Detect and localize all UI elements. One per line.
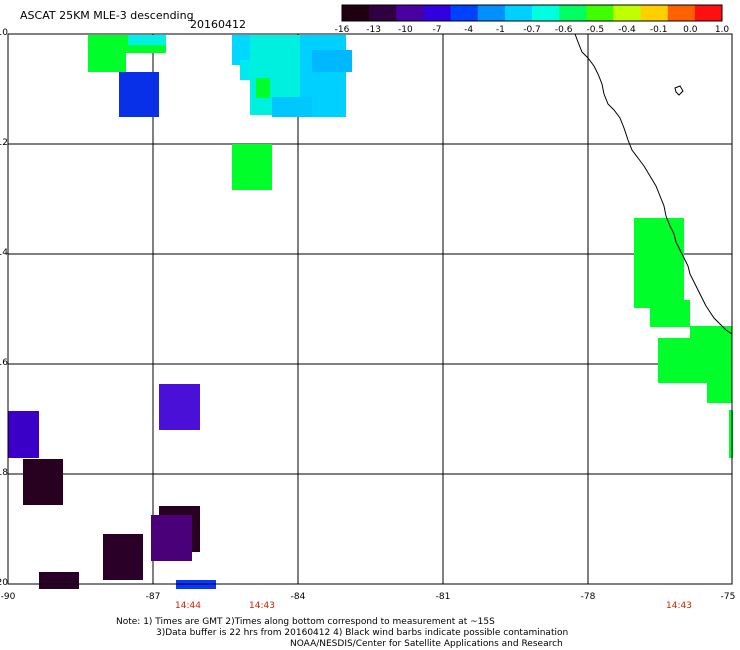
- colorbar-swatch: [450, 5, 479, 21]
- lon-label: -81: [435, 592, 451, 602]
- swath-patch: [232, 144, 272, 190]
- colorbar-label: 0.0: [683, 25, 698, 35]
- lat-label: -20: [0, 578, 8, 588]
- swath-patch: [272, 97, 312, 117]
- note-line-1: Note: 1) Times are GMT 2)Times along bot…: [116, 617, 495, 627]
- swath-patch: [8, 411, 39, 458]
- lat-label: -10: [0, 28, 8, 38]
- pass-time: 14:43: [666, 601, 692, 611]
- swath-patch: [634, 218, 684, 308]
- colorbar-swatch: [586, 5, 614, 21]
- swath-patch: [128, 35, 166, 45]
- map-date: 20160412: [190, 18, 246, 31]
- colorbar-label: -4: [464, 25, 474, 35]
- swath-patch: [159, 384, 200, 430]
- colorbar-label: -16: [334, 25, 350, 35]
- coastline: [574, 33, 733, 335]
- swath-patch: [312, 50, 352, 72]
- note-line-2: 3)Data buffer is 22 hrs from 20160412 4)…: [156, 628, 569, 638]
- colorbar-label: -0.4: [618, 25, 636, 35]
- swath-patch: [103, 534, 143, 580]
- swath-patch: [256, 78, 270, 98]
- colorbar-swatch: [559, 5, 587, 21]
- map-frame: [7, 33, 733, 585]
- lat-label: -14: [0, 248, 8, 258]
- swath-patch: [23, 459, 63, 505]
- graticule: [8, 34, 732, 584]
- swath-patch: [88, 35, 126, 72]
- swath-patch: [151, 515, 192, 561]
- lon-label: -78: [580, 592, 596, 602]
- swath-patch: [729, 410, 733, 458]
- colorbar-label: -0.6: [554, 25, 573, 35]
- swath-patches: [8, 35, 733, 589]
- lon-label: -87: [145, 592, 161, 602]
- lat-label: -18: [0, 468, 8, 478]
- colorbar-swatch: [423, 5, 452, 21]
- colorbar-label: -0.7: [523, 25, 541, 35]
- colorbar-label: -0.5: [586, 25, 605, 35]
- colorbar-label: -0.1: [649, 25, 668, 35]
- colorbar-swatch: [396, 5, 424, 21]
- colorbar-label: -13: [366, 25, 382, 35]
- colorbar-label: 1.0: [714, 25, 730, 35]
- colorbar-swatch: [694, 5, 723, 21]
- swath-patch: [650, 300, 690, 327]
- lon-label: -84: [290, 592, 306, 602]
- lake-outline: [674, 85, 684, 96]
- swath-patch: [690, 326, 732, 376]
- pass-time: 14:44: [175, 601, 201, 611]
- swath-patch: [707, 370, 732, 403]
- colorbar-frame: [341, 4, 723, 22]
- colorbar-swatch: [477, 5, 506, 21]
- map-title: ASCAT 25KM MLE-3 descending: [20, 9, 194, 22]
- colorbar-swatch: [667, 5, 696, 21]
- pass-time: 14:43: [249, 601, 275, 611]
- colorbar-swatch: [532, 5, 560, 21]
- lat-label: -12: [0, 138, 8, 148]
- colorbar-label: -7: [432, 25, 442, 35]
- lon-label: -90: [0, 592, 16, 602]
- note-line-3: NOAA/NESDIS/Center for Satellite Applica…: [290, 639, 563, 649]
- colorbar-label: -10: [397, 25, 413, 35]
- colorbar-swatch: [640, 5, 669, 21]
- lon-label: -75: [720, 592, 736, 602]
- colorbar: [341, 4, 723, 22]
- colorbar-swatch: [504, 5, 533, 21]
- swath-patch: [232, 35, 254, 65]
- swath-patch: [119, 72, 159, 117]
- lat-label: -16: [0, 358, 8, 368]
- colorbar-swatch: [369, 5, 397, 21]
- colorbar-swatch: [613, 5, 642, 21]
- swath-patch: [39, 572, 79, 589]
- colorbar-label: -1: [495, 25, 505, 35]
- colorbar-swatch: [342, 5, 370, 21]
